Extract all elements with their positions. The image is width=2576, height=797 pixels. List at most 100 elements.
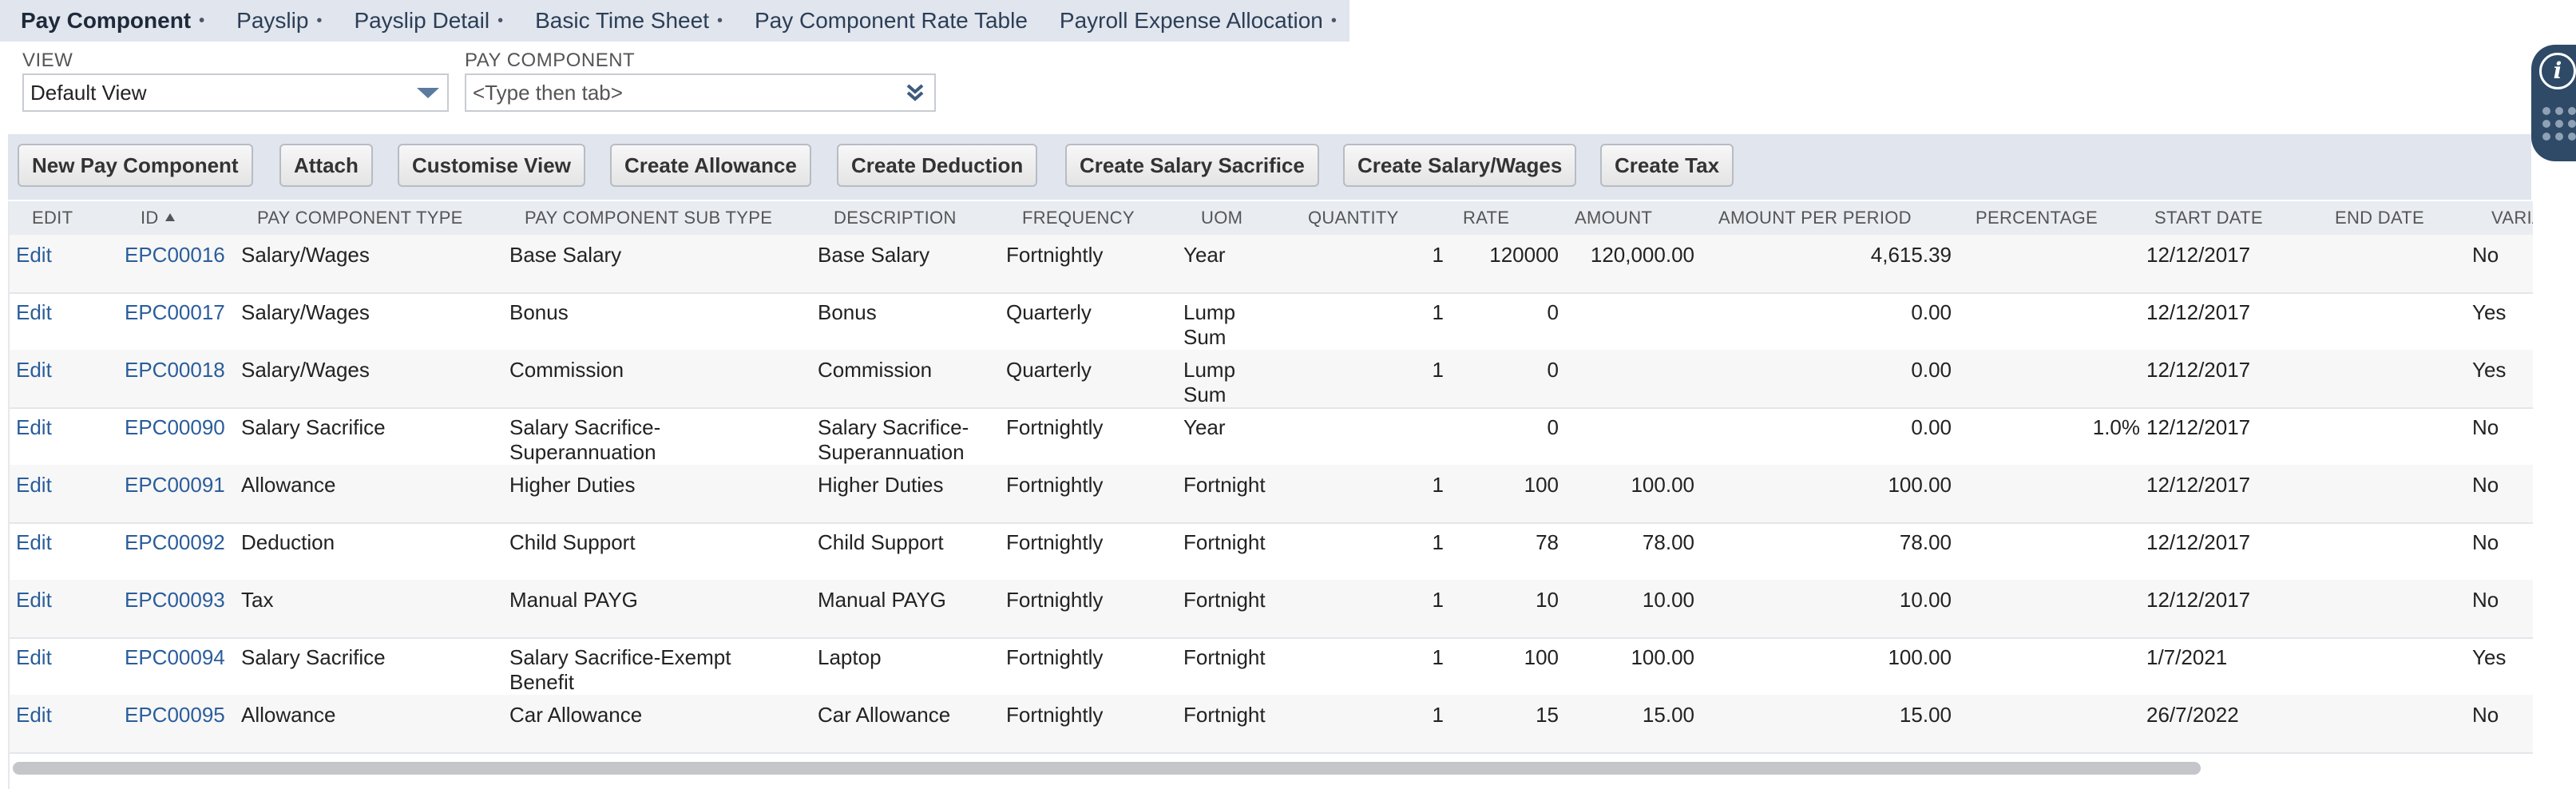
view-select[interactable]: Default View: [22, 73, 449, 112]
header-percentage[interactable]: PERCENTAGE: [1976, 208, 2098, 228]
sort-ascending-icon: [164, 213, 175, 222]
pay-component-input[interactable]: <Type then tab>: [465, 73, 936, 112]
cell-rate: 15: [1536, 703, 1559, 727]
create-salary-sacrifice-button[interactable]: Create Salary Sacrifice: [1065, 144, 1319, 187]
tab-payslip[interactable]: Payslip •: [236, 8, 322, 34]
cell-variable: No: [2472, 588, 2499, 612]
tab-payslip-detail[interactable]: Payslip Detail •: [354, 8, 503, 34]
header-description[interactable]: DESCRIPTION: [834, 208, 957, 228]
id-link[interactable]: EPC00095: [125, 703, 225, 727]
cell-description: Car Allowance: [818, 703, 951, 727]
header-amount[interactable]: AMOUNT: [1575, 208, 1653, 228]
edit-link[interactable]: Edit: [16, 243, 52, 267]
cell-uom: Lump Sum: [1183, 300, 1236, 349]
id-link[interactable]: EPC00090: [125, 415, 225, 439]
header-id[interactable]: ID: [141, 201, 175, 235]
edit-link[interactable]: Edit: [16, 358, 52, 382]
grid-dots-icon[interactable]: [2542, 107, 2576, 152]
cell-description: Higher Duties: [818, 473, 944, 497]
cell-description: Laptop: [818, 645, 882, 669]
double-chevron-down-icon[interactable]: [904, 81, 926, 104]
cell-start-date: 12/12/2017: [2146, 415, 2251, 439]
tab-dot: •: [716, 11, 723, 30]
cell-description: Base Salary: [818, 243, 930, 267]
create-tax-button[interactable]: Create Tax: [1600, 144, 1734, 187]
header-start-date[interactable]: START DATE: [2154, 208, 2263, 228]
header-amount-per-period[interactable]: AMOUNT PER PERIOD: [1718, 208, 1912, 228]
edit-link[interactable]: Edit: [16, 415, 52, 439]
cell-percentage: 1.0%: [2092, 415, 2140, 439]
create-salary-wages-button[interactable]: Create Salary/Wages: [1343, 144, 1577, 187]
id-link[interactable]: EPC00093: [125, 588, 225, 612]
cell-type: Salary Sacrifice: [241, 645, 386, 669]
cell-amount-per-period: 15.00: [1899, 703, 1952, 727]
cell-uom: Fortnight: [1183, 588, 1266, 612]
id-link[interactable]: EPC00016: [125, 243, 225, 267]
cell-subtype: Car Allowance: [509, 703, 643, 727]
tab-pay-component[interactable]: Pay Component •: [21, 8, 204, 34]
table-row: Edit EPC00016 Salary/Wages Base Salary Base …: [10, 235, 2533, 294]
cell-amount-per-period: 4,615.39: [1870, 243, 1952, 267]
cell-amount-per-period: 100.00: [1888, 645, 1952, 669]
cell-frequency: Fortnightly: [1006, 645, 1104, 669]
tab-pay-component-rate-table[interactable]: Pay Component Rate Table: [755, 8, 1028, 34]
header-end-date[interactable]: END DATE: [2335, 208, 2425, 228]
tab-dot: •: [497, 11, 504, 30]
cell-type: Salary Sacrifice: [241, 415, 386, 439]
header-id-label: ID: [141, 208, 159, 228]
info-icon[interactable]: i: [2539, 53, 2576, 89]
cell-quantity: 1: [1432, 473, 1444, 497]
pay-component-filter: PAY COMPONENT <Type then tab>: [465, 48, 936, 112]
cell-variable: No: [2472, 703, 2499, 727]
attach-button[interactable]: Attach: [279, 144, 373, 187]
header-pay-component-sub-type[interactable]: PAY COMPONENT SUB TYPE: [525, 208, 773, 228]
customise-view-button[interactable]: Customise View: [398, 144, 585, 187]
edit-link[interactable]: Edit: [16, 588, 52, 612]
header-edit[interactable]: EDIT: [32, 208, 73, 228]
cell-quantity: 1: [1432, 358, 1444, 382]
id-link[interactable]: EPC00018: [125, 358, 225, 382]
cell-variable: Yes: [2472, 645, 2507, 669]
edit-link[interactable]: Edit: [16, 530, 52, 554]
id-link[interactable]: EPC00017: [125, 300, 225, 324]
cell-amount: 15.00: [1642, 703, 1694, 727]
cell-rate: 10: [1536, 588, 1559, 612]
header-pay-component-type[interactable]: PAY COMPONENT TYPE: [257, 208, 463, 228]
pay-component-placeholder: <Type then tab>: [473, 81, 623, 105]
side-widget[interactable]: i: [2531, 45, 2576, 161]
header-variable[interactable]: VARIABI: [2491, 208, 2533, 228]
edit-link[interactable]: Edit: [16, 473, 52, 497]
create-deduction-button[interactable]: Create Deduction: [837, 144, 1038, 187]
table-row: Edit EPC00091 Allowance Higher Duties Higher…: [10, 465, 2533, 524]
horizontal-scrollbar[interactable]: [13, 762, 2201, 775]
cell-description: Commission: [818, 358, 933, 382]
edit-link[interactable]: Edit: [16, 703, 52, 727]
cell-frequency: Fortnightly: [1006, 243, 1104, 267]
create-allowance-button[interactable]: Create Allowance: [610, 144, 811, 187]
header-frequency[interactable]: FREQUENCY: [1022, 208, 1135, 228]
cell-type: Salary/Wages: [241, 300, 370, 324]
tab-basic-time-sheet[interactable]: Basic Time Sheet •: [535, 8, 723, 34]
cell-amount-per-period: 100.00: [1888, 473, 1952, 497]
cell-amount: 78.00: [1642, 530, 1694, 554]
new-pay-component-button[interactable]: New Pay Component: [18, 144, 253, 187]
id-link[interactable]: EPC00092: [125, 530, 225, 554]
cell-amount-per-period: 0.00: [1911, 358, 1952, 382]
cell-start-date: 26/7/2022: [2146, 703, 2239, 727]
table-row: Edit EPC00017 Salary/Wages Bonus Bonus Quarte…: [10, 292, 2533, 351]
cell-frequency: Fortnightly: [1006, 530, 1104, 554]
header-uom[interactable]: UOM: [1201, 208, 1243, 228]
edit-link[interactable]: Edit: [16, 645, 52, 669]
cell-type: Allowance: [241, 473, 336, 497]
table-row: Edit EPC00018 Salary/Wages Commission Commis…: [10, 350, 2533, 409]
cell-rate: 0: [1547, 415, 1559, 439]
tab-payroll-expense-allocation[interactable]: Payroll Expense Allocation •: [1060, 8, 1337, 34]
id-link[interactable]: EPC00094: [125, 645, 225, 669]
header-rate[interactable]: RATE: [1463, 208, 1510, 228]
cell-description: Manual PAYG: [818, 588, 946, 612]
view-filter: VIEW Default View: [22, 48, 449, 112]
header-quantity[interactable]: QUANTITY: [1308, 208, 1399, 228]
cell-start-date: 12/12/2017: [2146, 530, 2251, 554]
edit-link[interactable]: Edit: [16, 300, 52, 324]
id-link[interactable]: EPC00091: [125, 473, 225, 497]
